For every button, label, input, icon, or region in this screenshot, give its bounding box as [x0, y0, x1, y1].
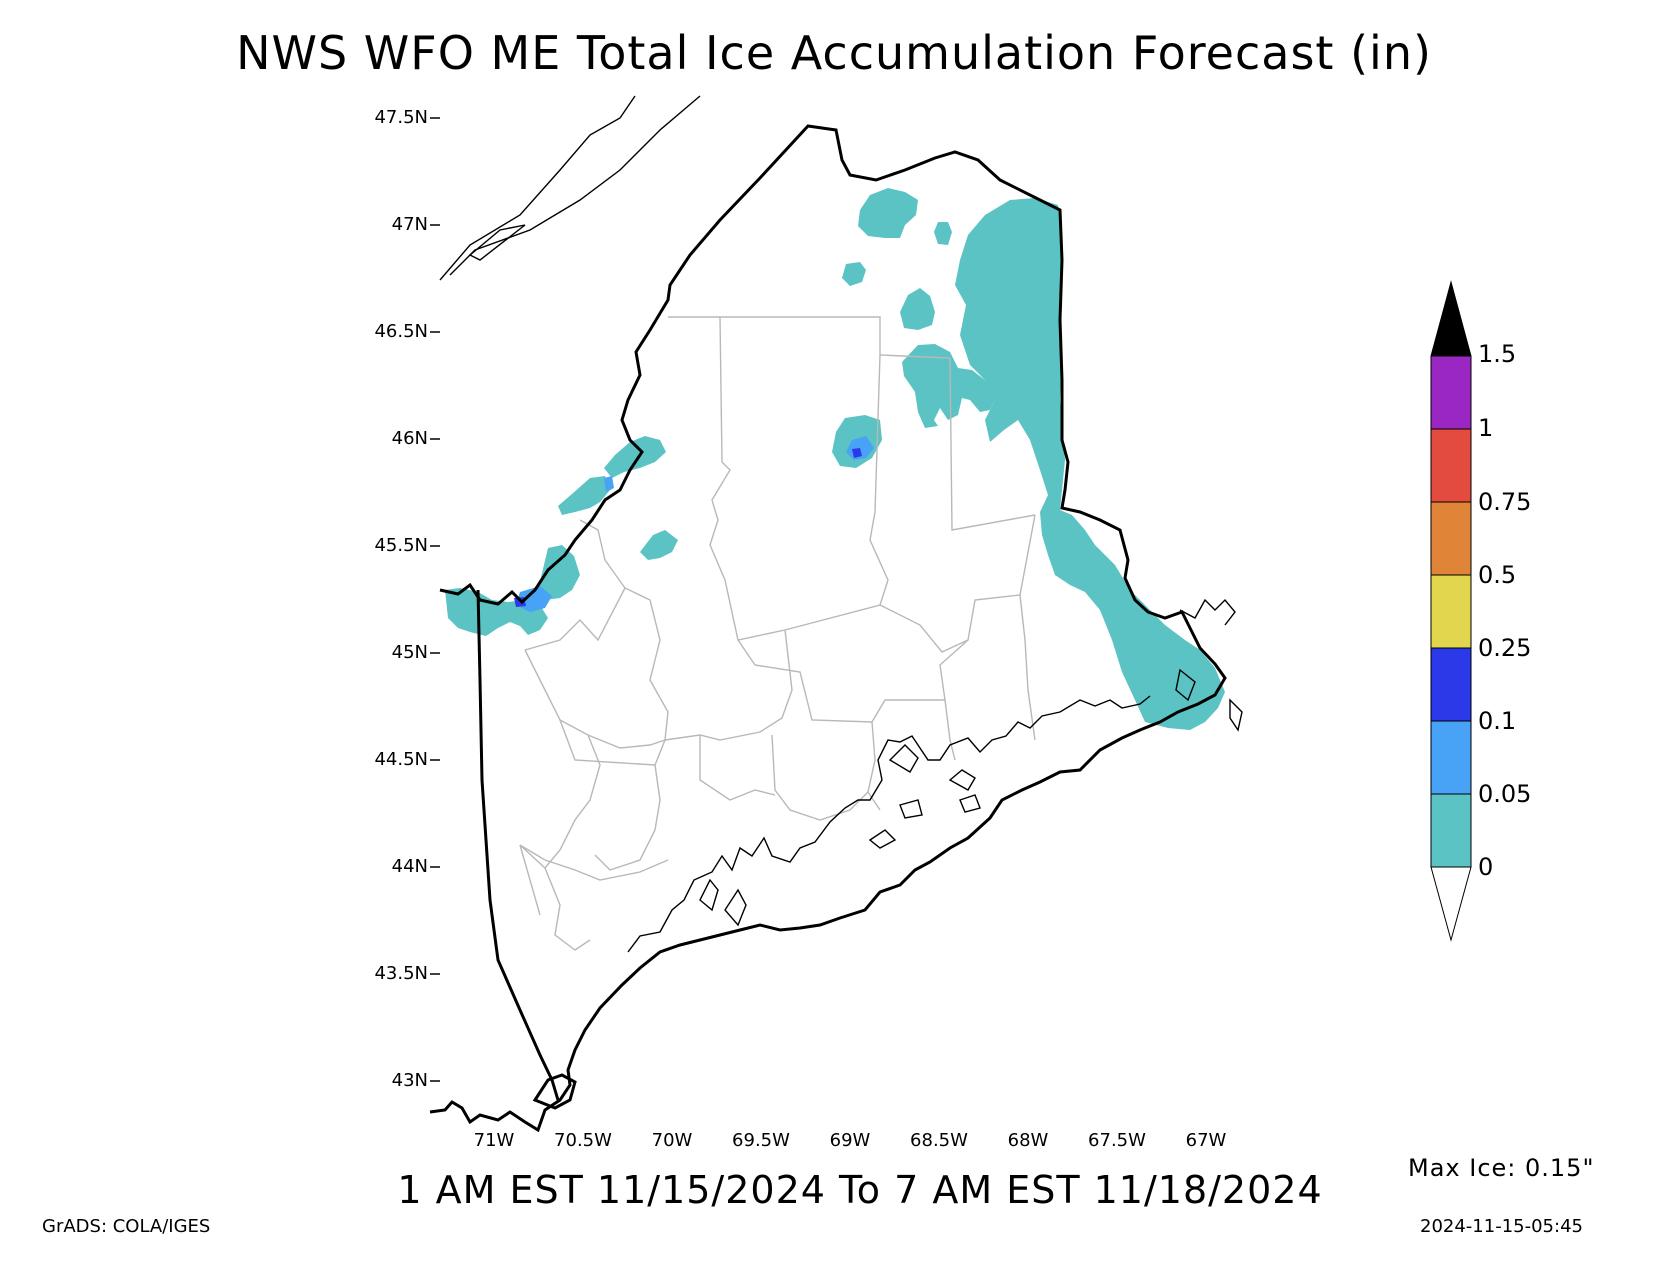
- lon-label: 68.5W: [910, 1130, 968, 1151]
- lon-label: 70W: [651, 1130, 693, 1151]
- lat-label: 44N: [391, 856, 428, 877]
- colorbar-label: 0: [1478, 853, 1494, 881]
- colorbar-bin-medium: [1430, 720, 1472, 795]
- valid-period: 1 AM EST 11/15/2024 To 7 AM EST 11/18/20…: [397, 1168, 1323, 1212]
- colorbar-lower-arrow: [1430, 866, 1472, 942]
- colorbar-label: 1: [1478, 414, 1494, 442]
- colorbar-label: 0.1: [1478, 707, 1517, 735]
- coastline-detail: [439, 95, 1243, 953]
- colorbar-bin-purple: [1430, 355, 1472, 430]
- colorbar-label: 0.75: [1478, 488, 1532, 516]
- lon-label: 67W: [1185, 1130, 1227, 1151]
- lat-label: 45.5N: [374, 535, 428, 556]
- state-outline: [429, 124, 1227, 1133]
- colorbar-bin-yellow: [1430, 574, 1472, 649]
- map-title: NWS WFO ME Total Ice Accumulation Foreca…: [236, 26, 1432, 80]
- colorbar-label: 0.25: [1478, 634, 1532, 662]
- lat-label: 46N: [391, 428, 428, 449]
- lon-label: 70.5W: [554, 1130, 612, 1151]
- lon-label: 69W: [829, 1130, 871, 1151]
- timestamp-label: 2024-11-15-05:45: [1420, 1216, 1583, 1237]
- colorbar-bin-heavy: [1430, 647, 1472, 722]
- colorbar-label: 0.5: [1478, 561, 1517, 589]
- colorbar-upper-arrow: [1430, 280, 1472, 357]
- lat-label: 43N: [391, 1070, 428, 1091]
- county-boundaries: [519, 316, 1036, 951]
- lat-label: 47.5N: [374, 107, 428, 128]
- lon-label: 69.5W: [732, 1130, 790, 1151]
- colorbar-bin-light: [1430, 793, 1472, 868]
- lat-label: 45N: [391, 642, 428, 663]
- colorbar: [1430, 280, 1472, 942]
- lon-label: 71W: [473, 1130, 515, 1151]
- axis-ticks: [430, 117, 440, 1082]
- lon-label: 68W: [1007, 1130, 1049, 1151]
- max-ice-label: Max Ice: 0.15": [1408, 1154, 1595, 1182]
- credit-label: GrADS: COLA/IGES: [42, 1216, 211, 1237]
- lat-label: 47N: [391, 214, 428, 235]
- lat-label: 44.5N: [374, 749, 428, 770]
- colorbar-bin-red: [1430, 428, 1472, 503]
- colorbar-bin-orange: [1430, 501, 1472, 576]
- colorbar-label: 1.5: [1478, 340, 1517, 368]
- colorbar-label: 0.05: [1478, 780, 1532, 808]
- lat-label: 46.5N: [374, 321, 428, 342]
- lon-label: 67.5W: [1088, 1130, 1146, 1151]
- ice-light-areas: [445, 188, 1225, 730]
- lat-label: 43.5N: [374, 963, 428, 984]
